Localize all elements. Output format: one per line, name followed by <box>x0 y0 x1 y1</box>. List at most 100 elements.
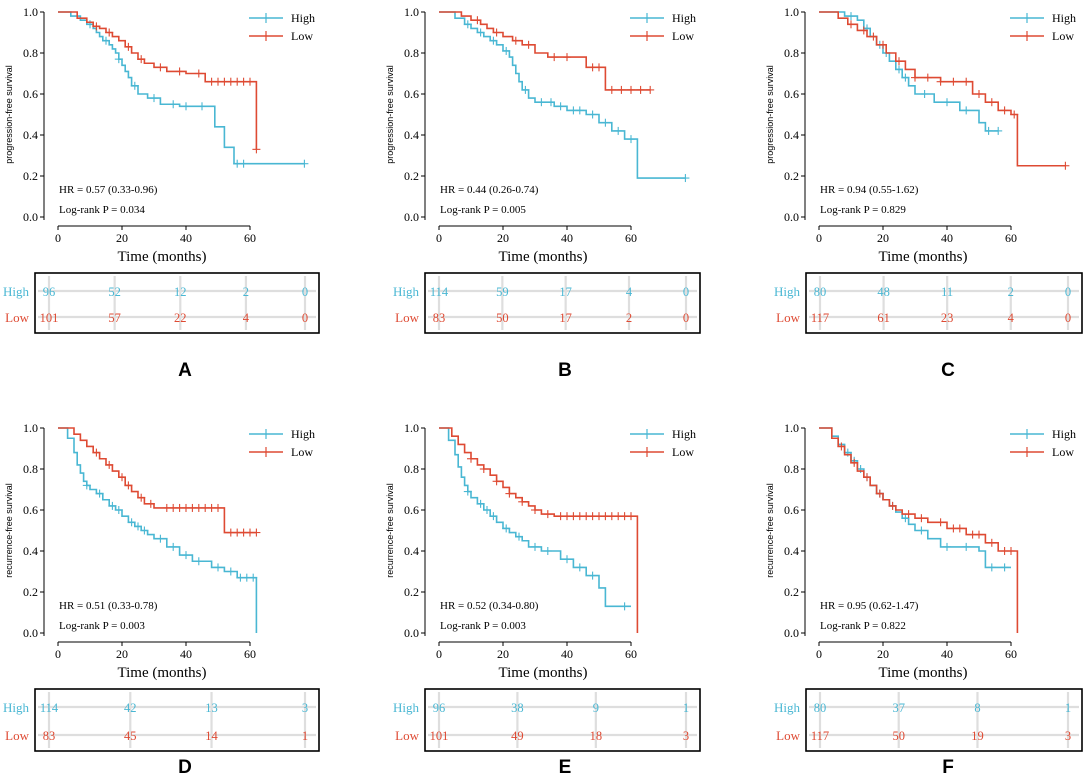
y-axis-label: progression-free survival <box>385 65 395 164</box>
risk-count-high: 2 <box>243 285 249 299</box>
risk-count-low: 61 <box>877 311 890 325</box>
y-tick-label: 1.0 <box>784 5 799 19</box>
risk-count-high: 1 <box>683 701 689 715</box>
risk-count-low: 4 <box>1008 311 1015 325</box>
risk-count-high: 17 <box>559 285 572 299</box>
hazard-ratio-text: HR = 0.94 (0.55-1.62) <box>820 184 919 196</box>
risk-row-label-low: Low <box>395 728 419 743</box>
panel-letter: C <box>941 360 955 381</box>
risk-count-high: 12 <box>174 285 187 299</box>
panel-letter: F <box>942 757 954 778</box>
km-panel-b: 0.00.20.40.60.81.00 20 40 60progression-fre… <box>385 5 701 381</box>
x-tick-label: 40 <box>561 231 573 245</box>
hazard-ratio-text: HR = 0.51 (0.33-0.78) <box>59 600 158 612</box>
legend-label-low: Low <box>291 29 313 43</box>
x-tick-label: 40 <box>561 647 573 661</box>
risk-row-label-low: Low <box>395 310 419 325</box>
y-tick-label: 0.2 <box>23 169 38 183</box>
y-tick-label: 0.0 <box>404 210 419 224</box>
legend-label-high: High <box>672 427 696 441</box>
risk-count-high: 0 <box>683 285 689 299</box>
panel-letter: E <box>559 757 572 778</box>
risk-row-label-high: High <box>3 700 30 715</box>
risk-count-low: 0 <box>302 311 308 325</box>
x-tick-label: 0 <box>55 647 61 661</box>
x-axis-label: Time (months) <box>117 665 206 681</box>
x-tick-label: 60 <box>1005 647 1017 661</box>
legend-label-high: High <box>672 11 696 25</box>
risk-count-low: 19 <box>971 729 984 743</box>
panel-letter: B <box>558 360 572 381</box>
y-tick-label: 0.4 <box>404 544 419 558</box>
risk-table-box <box>805 688 1083 752</box>
risk-count-low: 18 <box>590 729 603 743</box>
risk-count-low: 117 <box>811 311 829 325</box>
legend-label-low: Low <box>672 29 694 43</box>
risk-row-label-high: High <box>3 284 30 299</box>
legend-label-low: Low <box>1052 445 1074 459</box>
risk-table-box <box>424 272 701 334</box>
risk-count-high: 114 <box>40 701 59 715</box>
risk-count-low: 1 <box>302 729 308 743</box>
risk-row-label-low: Low <box>776 728 800 743</box>
logrank-p-text: Log-rank P = 0.005 <box>440 204 526 216</box>
y-axis-label: progression-free survival <box>765 65 775 164</box>
y-tick-label: 0.2 <box>404 169 419 183</box>
risk-row-label-high: High <box>774 284 801 299</box>
legend-label-low: Low <box>672 445 694 459</box>
x-tick-label: 20 <box>116 231 128 245</box>
x-axis-label: Time (months) <box>878 665 967 681</box>
risk-table-box <box>34 688 320 752</box>
legend-label-high: High <box>291 427 315 441</box>
hazard-ratio-text: HR = 0.95 (0.62-1.47) <box>820 600 919 612</box>
x-tick-label: 60 <box>244 647 256 661</box>
risk-count-high: 96 <box>43 285 56 299</box>
risk-count-low: 57 <box>108 311 121 325</box>
risk-count-high: 8 <box>974 701 980 715</box>
risk-count-high: 96 <box>433 701 446 715</box>
y-tick-label: 0.2 <box>784 585 799 599</box>
km-panel-e: 0.0 0.2 0.4 0.6 0.8 1.0 0 20 40 60 recurrence-free… <box>385 421 701 778</box>
km-curve-high <box>439 427 631 608</box>
y-tick-label: 0.0 <box>23 210 38 224</box>
risk-count-high: 11 <box>941 285 953 299</box>
risk-count-low: 4 <box>243 311 250 325</box>
y-tick-label: 0.8 <box>784 462 799 476</box>
legend-label-high: High <box>1052 427 1076 441</box>
y-tick-label: 0.0 <box>784 626 799 640</box>
risk-count-low: 101 <box>430 729 449 743</box>
y-tick-label: 0.2 <box>404 585 419 599</box>
risk-count-high: 52 <box>108 285 121 299</box>
risk-count-high: 48 <box>877 285 890 299</box>
risk-count-high: 4 <box>626 285 633 299</box>
logrank-p-text: Log-rank P = 0.003 <box>440 620 526 632</box>
x-tick-label: 60 <box>625 231 637 245</box>
risk-count-low: 14 <box>205 729 218 743</box>
risk-table-box <box>805 272 1083 334</box>
risk-count-high: 13 <box>205 701 218 715</box>
y-tick-label: 0.8 <box>784 46 799 60</box>
risk-count-low: 101 <box>40 311 59 325</box>
x-tick-label: 0 <box>816 231 822 245</box>
y-axis-label: recurrence-free survival <box>385 483 395 578</box>
risk-count-low: 23 <box>941 311 954 325</box>
y-tick-label: 0.4 <box>784 544 799 558</box>
y-tick-label: 0.8 <box>404 46 419 60</box>
x-tick-label: 40 <box>941 647 953 661</box>
risk-count-high: 80 <box>814 285 827 299</box>
y-tick-label: 0.6 <box>23 87 38 101</box>
y-tick-label: 0.4 <box>23 544 38 558</box>
km-curve-low <box>58 427 257 534</box>
risk-row-label-low: Low <box>5 310 29 325</box>
y-tick-label: 1.0 <box>23 5 38 19</box>
y-tick-label: 0.6 <box>404 503 419 517</box>
km-curve-low <box>58 11 258 150</box>
x-axis-label: Time (months) <box>117 249 206 265</box>
risk-row-label-low: Low <box>776 310 800 325</box>
risk-count-low: 83 <box>433 311 446 325</box>
x-tick-label: 0 <box>816 647 822 661</box>
risk-count-high: 42 <box>124 701 137 715</box>
km-panel-f: 0.0 0.2 0.4 0.6 0.8 1.0 0 20 40 60 recurrence-free… <box>765 421 1083 778</box>
risk-count-high: 80 <box>814 701 827 715</box>
